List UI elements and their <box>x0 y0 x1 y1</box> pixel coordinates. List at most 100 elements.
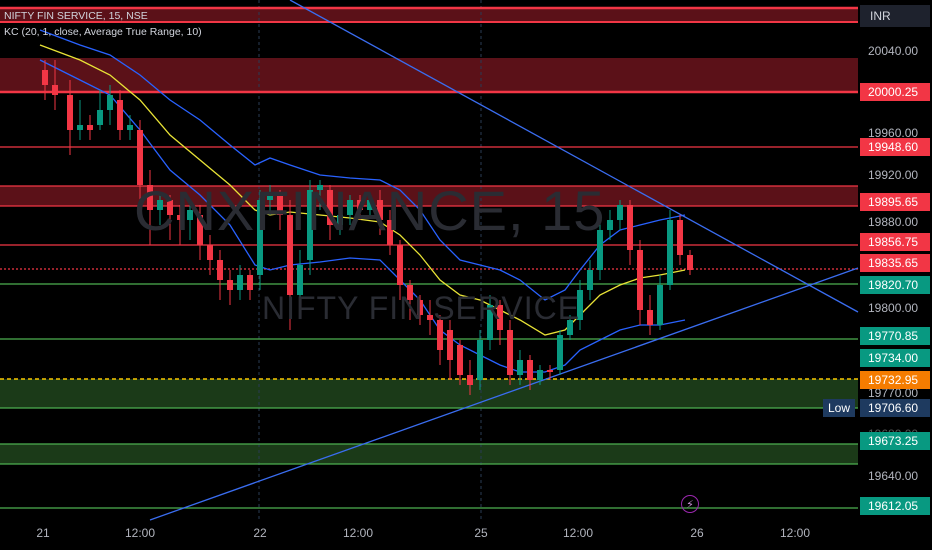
candle-body <box>527 360 533 380</box>
low-label: Low <box>823 399 856 417</box>
indicator-legend[interactable]: KC (20, 1, close, Average True Range, 10… <box>4 26 202 38</box>
candle-body <box>157 200 163 210</box>
candle-body <box>517 360 523 375</box>
candle-body <box>557 335 563 370</box>
candle-body <box>317 185 323 190</box>
candle-body <box>247 275 253 290</box>
candle-body <box>97 110 103 125</box>
resistance-zones <box>0 8 858 206</box>
candle-body <box>167 200 173 215</box>
candle-body <box>67 95 73 130</box>
candle-body <box>547 370 553 372</box>
price-tick: 19920.00 <box>868 168 919 182</box>
price-tag: 19706.60 <box>860 399 930 417</box>
time-tick: 22 <box>253 526 267 540</box>
candle-body <box>627 205 633 250</box>
candle-body <box>507 330 513 375</box>
candle-body <box>52 85 58 95</box>
candle-body <box>597 230 603 270</box>
price-tick: 19800.00 <box>868 301 919 315</box>
support-zones <box>0 379 858 464</box>
candle-body <box>407 285 413 300</box>
candle-body <box>637 250 643 310</box>
trend-lines <box>149 0 859 521</box>
price-tag: 19835.65 <box>860 254 930 272</box>
candle-body <box>257 200 263 275</box>
candle-body <box>447 330 453 360</box>
price-tick: 19880.00 <box>868 215 919 229</box>
price-tag: 20000.25 <box>860 83 930 101</box>
price-tag: 19673.25 <box>860 432 930 450</box>
candle-body <box>87 125 93 130</box>
price-tag: 19948.60 <box>860 138 930 156</box>
candle-body <box>267 195 273 200</box>
candle-body <box>477 340 483 380</box>
candle-body <box>667 220 673 285</box>
candle-body <box>297 265 303 295</box>
candle-body <box>657 285 663 325</box>
candle-body <box>367 200 373 210</box>
candle-body <box>127 125 133 130</box>
candlesticks <box>42 60 693 395</box>
price-tick: 19960.00 <box>868 126 919 140</box>
time-tick: 12:00 <box>562 526 594 540</box>
candle-body <box>487 305 493 340</box>
candle-body <box>587 270 593 290</box>
price-tag: 19732.95 <box>860 371 930 389</box>
candle-body <box>187 210 193 220</box>
price-tag: 19856.75 <box>860 233 930 251</box>
time-tick: 26 <box>690 526 704 540</box>
price-tick: 19770.00 <box>868 386 919 400</box>
candle-body <box>457 345 463 375</box>
candle-body <box>337 215 343 225</box>
kc-middle <box>39 44 686 336</box>
price-tag: 19612.05 <box>860 497 930 515</box>
candle-body <box>77 125 83 130</box>
price-tick: 19640.00 <box>868 469 919 483</box>
candle-body <box>207 245 213 260</box>
candle-body <box>687 255 693 270</box>
candle-body <box>567 320 573 335</box>
candle-body <box>327 190 333 225</box>
currency-button[interactable]: INR <box>860 5 930 27</box>
candle-body <box>237 275 243 290</box>
candle-body <box>117 100 123 130</box>
candle-body <box>307 190 313 260</box>
symbol-title[interactable]: NIFTY FIN SERVICE, 15, NSE <box>4 10 148 22</box>
candle-body <box>42 70 48 85</box>
price-tag: 19820.70 <box>860 276 930 294</box>
candle-body <box>417 300 423 315</box>
kc-upper <box>39 29 686 301</box>
candle-body <box>437 320 443 350</box>
candle-body <box>107 95 113 110</box>
candle-body <box>357 200 363 210</box>
candle-body <box>227 280 233 290</box>
time-tick: 25 <box>474 526 488 540</box>
time-tick: 12:00 <box>342 526 374 540</box>
candle-body <box>427 315 433 320</box>
candle-body <box>387 220 393 245</box>
candle-body <box>347 200 353 215</box>
candle-body <box>607 220 613 230</box>
candle-body <box>287 215 293 295</box>
candle-body <box>537 370 543 380</box>
level-lines <box>0 6 858 509</box>
candle-body <box>217 260 223 280</box>
price-tag: 19895.65 <box>860 193 930 211</box>
candle-body <box>137 130 143 185</box>
candle-body <box>397 245 403 285</box>
lightning-icon[interactable]: ⚡ <box>681 495 699 513</box>
candle-body <box>277 195 283 215</box>
candle-body <box>377 200 383 220</box>
time-tick: 21 <box>36 526 50 540</box>
time-tick: 12:00 <box>124 526 156 540</box>
candle-body <box>467 375 473 385</box>
candle-body <box>677 220 683 255</box>
time-tick: 12:00 <box>779 526 811 540</box>
price-tag: 19770.85 <box>860 327 930 345</box>
candle-body <box>647 310 653 325</box>
candle-body <box>197 215 203 245</box>
candle-body <box>147 185 153 210</box>
price-tick: 20040.00 <box>868 44 919 58</box>
